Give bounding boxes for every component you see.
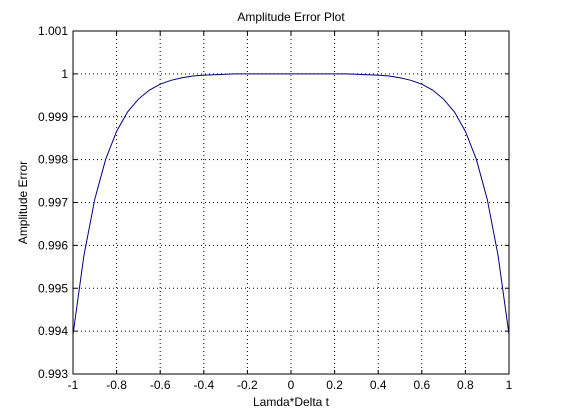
plot-area [72,30,510,375]
x-tick-label: 0 [288,378,295,392]
x-tick-label: 0.8 [457,378,474,392]
y-tick-label: 0.997 [38,196,68,210]
plot-border [72,30,510,375]
y-tick-label: 0.999 [38,110,68,124]
y-tick-label: 0.993 [38,367,68,381]
x-tick-label: -0.6 [150,378,171,392]
series-line [72,73,510,335]
x-axis-label: Lamda*Delta t [253,395,330,409]
series-group [72,73,510,335]
y-axis-label: Amplitude Error [16,161,30,244]
x-tick-label: 0.4 [370,378,387,392]
y-tick-label: 0.996 [38,238,68,252]
y-tick-labels: 0.993 0.994 0.995 0.996 0.997 0.998 0.999 1 1.00… [38,24,68,381]
x-tick-label: 0.2 [326,378,343,392]
y-tick-label: 1 [61,67,68,81]
x-tick-label: 0.6 [413,378,430,392]
y-tick-label: 1.001 [38,24,68,38]
x-tick-labels: -1 -0.8 -0.6 -0.4 -0.2 0 0.2 0.4 0.6 0.8 1 [68,378,513,392]
grid [73,31,509,374]
y-tick-label: 0.995 [38,281,68,295]
chart-title: Amplitude Error Plot [237,10,345,24]
x-tick-label: -0.4 [193,378,214,392]
x-tick-label: -0.2 [237,378,258,392]
y-tick-label: 0.998 [38,153,68,167]
x-tick-label: 1 [506,378,513,392]
y-tick-label: 0.994 [38,324,68,338]
x-tick-label: -1 [68,378,79,392]
x-tick-label: -0.8 [106,378,127,392]
